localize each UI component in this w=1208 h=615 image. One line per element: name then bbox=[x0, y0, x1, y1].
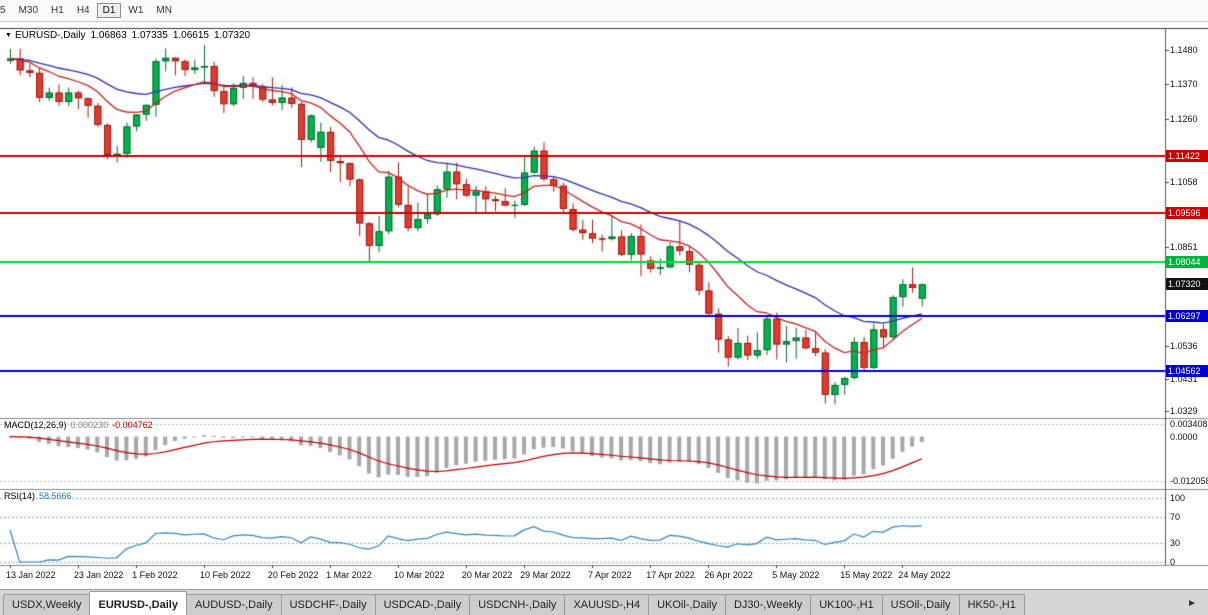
timeframe-button-h4[interactable]: H4 bbox=[71, 3, 96, 18]
time-axis-label: 26 Apr 2022 bbox=[704, 570, 753, 580]
tab-uk100-h1[interactable]: UK100-,H1 bbox=[810, 594, 883, 615]
price-axis-badge: 1.09596 bbox=[1166, 206, 1208, 219]
macd-main-value: 0.000230 bbox=[70, 420, 109, 430]
tabs-scroll-right-icon[interactable]: ► bbox=[1181, 597, 1203, 610]
tab-usdcnh-daily[interactable]: USDCNH-,Daily bbox=[469, 594, 566, 615]
time-axis-label: 24 May 2022 bbox=[898, 570, 951, 580]
time-axis-label: 17 Apr 2022 bbox=[646, 570, 695, 580]
time-axis-label: 20 Mar 2022 bbox=[461, 570, 513, 580]
rsi-name: RSI(14) bbox=[4, 491, 36, 501]
timeframe-button-h1[interactable]: H1 bbox=[45, 3, 70, 18]
macd-axis-label: 0.0000 bbox=[1170, 431, 1198, 442]
time-axis-label: 1 Mar 2022 bbox=[326, 570, 372, 580]
macd-axis-label: 0.003408 bbox=[1170, 419, 1208, 429]
price-axis-label: 1.1480 bbox=[1170, 44, 1198, 55]
tab-dj30-weekly[interactable]: DJ30-,Weekly bbox=[724, 594, 812, 615]
symbol-marker-icon: ▼ bbox=[5, 32, 12, 39]
rsi-axis-label: 30 bbox=[1170, 537, 1181, 548]
tab-audusd-daily[interactable]: AUDUSD-,Daily bbox=[185, 594, 282, 615]
tab-eurusd-daily[interactable]: EURUSD-,Daily bbox=[89, 591, 187, 615]
timeframe-button-w1[interactable]: W1 bbox=[122, 3, 149, 18]
macd-axis-label: -0.012058 bbox=[1170, 476, 1208, 486]
chart-open-value: 1.06863 bbox=[90, 30, 127, 41]
price-axis-badge: 1.04562 bbox=[1166, 364, 1208, 377]
timeframe-button-m30[interactable]: M30 bbox=[13, 3, 44, 18]
time-axis-label: 1 Feb 2022 bbox=[132, 570, 178, 580]
price-axis-label: 1.0851 bbox=[1170, 241, 1198, 252]
time-axis-label: 13 Jan 2022 bbox=[6, 570, 56, 580]
time-axis-label: 10 Mar 2022 bbox=[394, 570, 445, 580]
price-axis-badge: 1.11422 bbox=[1166, 149, 1208, 162]
macd-signal-value: -0.004762 bbox=[112, 420, 153, 430]
macd-name: MACD(12,26,9) bbox=[4, 420, 67, 430]
time-axis-label: 15 May 2022 bbox=[840, 570, 893, 580]
chart-close-value: 1.07320 bbox=[213, 30, 251, 41]
time-axis-label: 23 Jan 2022 bbox=[73, 570, 124, 580]
price-axis-label: 1.0431 bbox=[1170, 373, 1198, 384]
price-axis-label: 1.1370 bbox=[1170, 79, 1198, 90]
price-axis-badge: 1.08044 bbox=[1166, 255, 1208, 268]
tab-usoil-daily[interactable]: USOil-,Daily bbox=[881, 594, 960, 615]
rsi-indicator-label: RSI(14) 58.5666 bbox=[4, 491, 76, 501]
price-axis-label: 1.1260 bbox=[1170, 113, 1198, 124]
time-axis-label: 5 May 2022 bbox=[772, 570, 820, 580]
tab-usdx-weekly[interactable]: USDX,Weekly bbox=[3, 594, 91, 615]
price-axis-badge: 1.06297 bbox=[1166, 310, 1208, 323]
chart-tabs-bar: USDX,Weekly EURUSD-,Daily AUDUSD-,Daily … bbox=[0, 589, 1208, 615]
timeframe-button-m5[interactable]: 5 bbox=[0, 3, 12, 18]
price-axis-badge: 1.07320 bbox=[1166, 278, 1208, 291]
tab-hk50-h1[interactable]: HK50-,H1 bbox=[958, 594, 1025, 615]
time-axis-label: 29 Mar 2022 bbox=[520, 570, 571, 580]
timeframe-button-mn[interactable]: MN bbox=[150, 3, 178, 18]
rsi-axis-label: 0 bbox=[1170, 557, 1176, 567]
chart-symbol-label: EURUSD-,Daily bbox=[14, 30, 86, 41]
macd-indicator-label: MACD(12,26,9) 0.000230 -0.004762 bbox=[4, 420, 157, 430]
price-axis-label: 1.1058 bbox=[1170, 177, 1198, 187]
tab-ukoil-daily[interactable]: UKOil-,Daily bbox=[648, 594, 726, 615]
rsi-axis-label: 70 bbox=[1170, 512, 1181, 523]
chart-low-value: 1.06615 bbox=[172, 30, 209, 41]
tab-xauusd-h4[interactable]: XAUUSD-,H4 bbox=[564, 594, 650, 615]
price-axis-label: 1.0536 bbox=[1170, 340, 1198, 351]
period-toolbar: 5 M30 H1 H4 D1 W1 MN bbox=[0, 0, 1208, 22]
price-axis-label: 1.0329 bbox=[1170, 405, 1198, 416]
tab-usdcad-daily[interactable]: USDCAD-,Daily bbox=[374, 594, 471, 615]
chart-title: ▼ EURUSD-,Daily 1.06863 1.07335 1.06615 1.073… bbox=[5, 30, 255, 41]
time-axis-label: 20 Feb 2022 bbox=[267, 570, 319, 580]
rsi-axis-label: 100 bbox=[1170, 493, 1186, 503]
timeframe-button-d1[interactable]: D1 bbox=[96, 3, 122, 18]
chart-high-value: 1.07335 bbox=[131, 30, 168, 41]
tab-usdchf-daily[interactable]: USDCHF-,Daily bbox=[280, 594, 376, 615]
time-axis-label: 7 Apr 2022 bbox=[588, 570, 632, 580]
rsi-value: 58.5666 bbox=[39, 491, 72, 501]
time-axis-label: 10 Feb 2022 bbox=[200, 570, 251, 580]
